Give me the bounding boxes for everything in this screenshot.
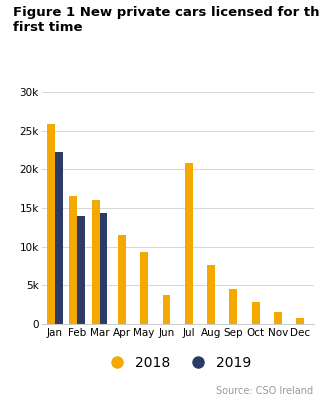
Bar [77,216,85,324]
Bar [229,289,237,324]
Bar [55,152,63,324]
Bar [296,318,304,324]
Bar [185,163,193,324]
Bar [163,295,170,324]
Bar [92,200,100,324]
Bar [100,213,108,324]
Text: Source: CSO Ireland: Source: CSO Ireland [216,386,314,396]
Bar [47,124,55,324]
Bar [69,196,77,324]
Legend: 2018, 2019: 2018, 2019 [98,350,257,375]
Bar [252,302,260,324]
Bar [207,265,215,324]
Bar [118,235,126,324]
Bar [140,252,148,324]
Bar [274,312,282,324]
Text: Figure 1 New private cars licensed for the
first time: Figure 1 New private cars licensed for t… [13,6,320,34]
